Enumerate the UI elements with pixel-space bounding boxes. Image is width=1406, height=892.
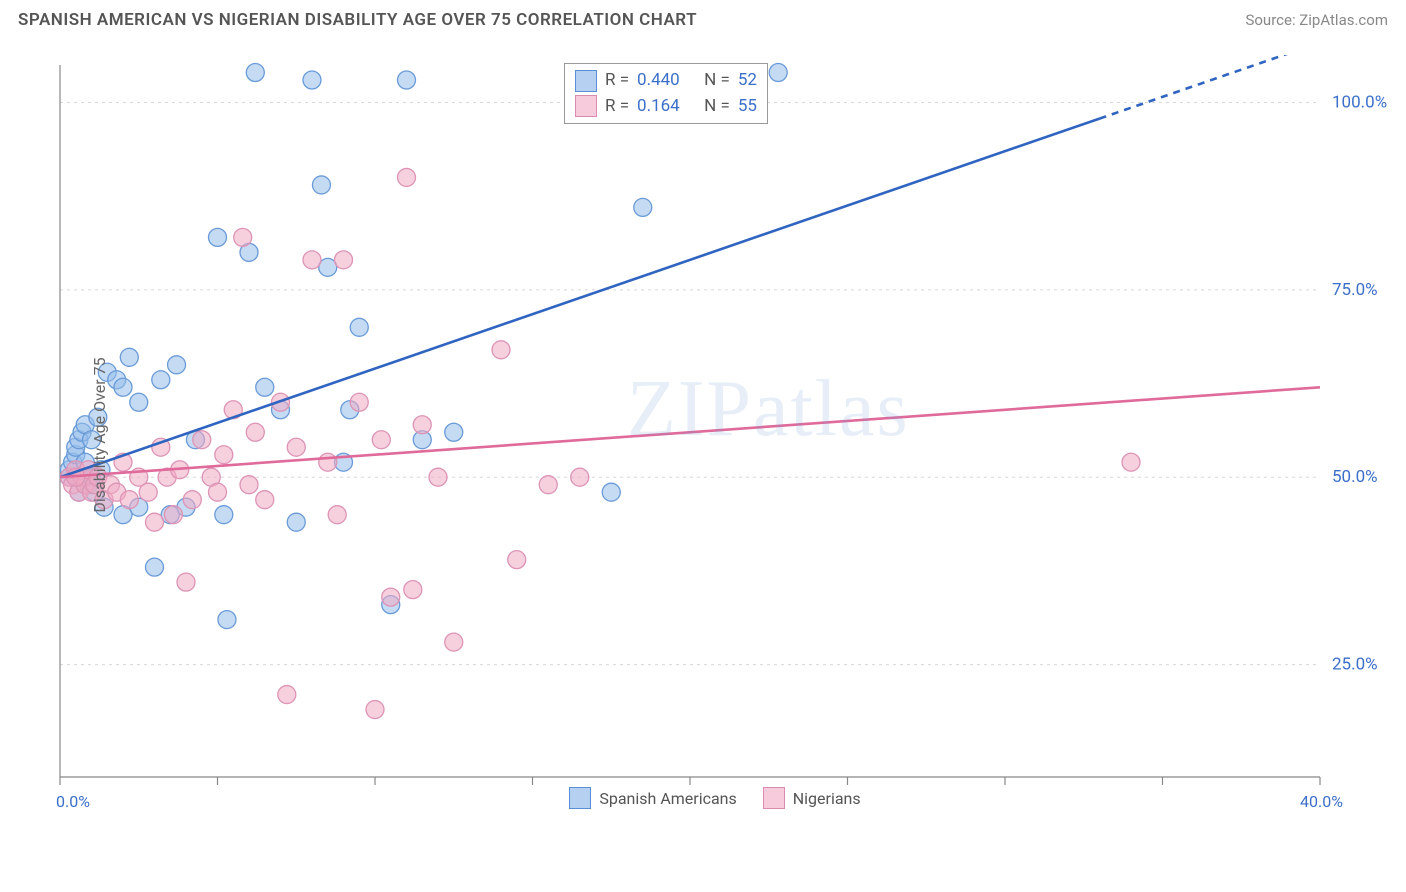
legend-label: Spanish Americans bbox=[599, 789, 736, 808]
swatch-icon bbox=[763, 787, 785, 809]
r-label: R = bbox=[605, 68, 629, 94]
n-label: N = bbox=[704, 94, 730, 120]
legend-item-nigerian: Nigerians bbox=[763, 787, 861, 809]
legend-label: Nigerians bbox=[793, 789, 861, 808]
x-axis-min-label: 0.0% bbox=[56, 792, 90, 811]
chart-area: Disability Age Over 75 25.0% 50.0% 75.0% 10… bbox=[40, 55, 1390, 815]
legend-item-spanish: Spanish Americans bbox=[569, 787, 736, 809]
correlation-legend: R = 0.440 N = 52 R = 0.164 N = 55 bbox=[564, 63, 768, 124]
n-value: 55 bbox=[738, 94, 757, 120]
n-label: N = bbox=[704, 68, 730, 94]
swatch-icon bbox=[575, 70, 597, 92]
r-value: 0.440 bbox=[637, 68, 680, 94]
r-label: R = bbox=[605, 94, 629, 120]
y-axis-label: Disability Age Over 75 bbox=[90, 357, 109, 512]
n-value: 52 bbox=[738, 68, 757, 94]
chart-header: SPANISH AMERICAN VS NIGERIAN DISABILITY … bbox=[0, 0, 1406, 36]
svg-text:75.0%: 75.0% bbox=[1332, 280, 1378, 300]
chart-title: SPANISH AMERICAN VS NIGERIAN DISABILITY … bbox=[18, 10, 697, 30]
x-axis-max-label: 40.0% bbox=[1300, 792, 1343, 811]
r-value: 0.164 bbox=[637, 94, 680, 120]
svg-text:100.0%: 100.0% bbox=[1332, 92, 1387, 112]
legend-row: R = 0.440 N = 52 bbox=[575, 68, 757, 94]
legend-row: R = 0.164 N = 55 bbox=[575, 94, 757, 120]
svg-text:25.0%: 25.0% bbox=[1332, 655, 1378, 675]
swatch-icon bbox=[575, 95, 597, 117]
svg-text:50.0%: 50.0% bbox=[1332, 467, 1378, 487]
swatch-icon bbox=[569, 787, 591, 809]
scatter-plot-svg: 25.0% 50.0% 75.0% 100.0% bbox=[40, 55, 1390, 815]
source-label: Source: ZipAtlas.com bbox=[1245, 11, 1388, 29]
series-legend: Spanish Americans Nigerians bbox=[40, 787, 1390, 809]
